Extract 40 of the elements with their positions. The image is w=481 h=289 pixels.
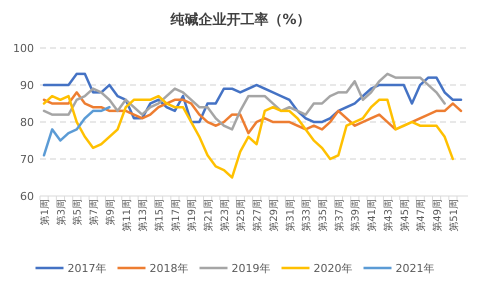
- legend-label: 2018年: [150, 262, 188, 275]
- line-series: [42, 94, 454, 179]
- x-tick-label: 第51周: [448, 199, 460, 232]
- x-tick-label: 第15周: [153, 199, 166, 232]
- x-tick-label: 第47周: [415, 199, 428, 232]
- legend-label: 2021年: [396, 262, 434, 275]
- x-tick-label: 第45周: [398, 199, 411, 232]
- line-series: [42, 72, 446, 131]
- line-series: [42, 106, 111, 157]
- x-tick-label: 第41周: [366, 199, 378, 232]
- x-tick-label: 第19周: [186, 199, 198, 232]
- x-tick-label: 第29周: [268, 199, 280, 232]
- y-tick-label: 90: [20, 79, 34, 92]
- x-tick-label: 第7周: [88, 199, 100, 226]
- y-tick-label: 60: [20, 190, 34, 203]
- x-tick-label: 第27周: [252, 199, 264, 232]
- legend-label: 2020年: [314, 262, 352, 275]
- x-tick-label: 第49周: [431, 199, 444, 232]
- y-tick-label: 70: [20, 153, 34, 166]
- x-tick-label: 第39周: [350, 199, 362, 232]
- legend-label: 2019年: [232, 262, 270, 275]
- x-tick-label: 第17周: [170, 199, 182, 232]
- x-tick-label: 第33周: [300, 199, 313, 232]
- chart-title: 纯碱企业开工率（%）: [169, 11, 311, 28]
- legend-label: 2017年: [68, 262, 106, 275]
- x-tick-label: 第5周: [72, 199, 84, 226]
- x-tick-label: 第1周: [39, 199, 51, 226]
- y-tick-label: 80: [20, 116, 34, 129]
- x-tick-label: 第35周: [317, 199, 329, 232]
- x-tick-label: 第3周: [55, 199, 68, 226]
- x-tick-label: 第37周: [333, 199, 346, 232]
- x-tick-label: 第13周: [137, 199, 150, 232]
- x-tick-label: 第43周: [382, 199, 394, 232]
- x-tick-label: 第21周: [202, 199, 215, 232]
- x-tick-label: 第31周: [284, 199, 296, 232]
- x-tick-label: 第23周: [218, 199, 231, 232]
- x-tick-label: 第25周: [235, 199, 248, 232]
- x-tick-label: 第11周: [120, 199, 133, 232]
- x-tick-label: 第9周: [104, 199, 116, 226]
- y-tick-label: 100: [13, 42, 34, 55]
